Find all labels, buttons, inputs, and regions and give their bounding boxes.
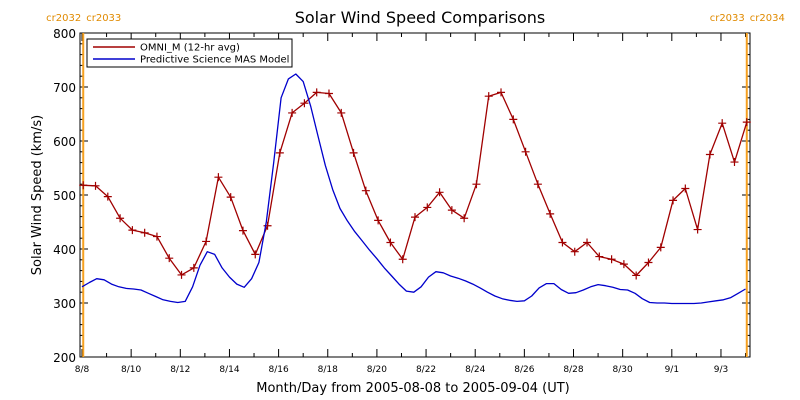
data-point-marker: [644, 258, 653, 267]
rotation-label-before: cr2033: [710, 13, 745, 24]
data-point-marker: [116, 214, 125, 223]
data-point-marker: [238, 226, 247, 235]
data-point-marker: [361, 186, 370, 195]
data-point-marker: [435, 188, 444, 197]
y-tick-label: 300: [53, 297, 76, 311]
data-point-marker: [509, 115, 518, 124]
data-point-marker: [669, 196, 678, 205]
legend-label-omni: OMNI_M (12-hr avg): [140, 43, 240, 54]
data-point-marker: [275, 148, 284, 157]
data-point-marker: [165, 254, 174, 263]
data-point-marker: [288, 108, 297, 117]
data-point-marker: [533, 180, 542, 189]
data-point-marker: [374, 216, 383, 225]
data-point-marker: [128, 226, 137, 235]
data-point-marker: [251, 250, 260, 259]
data-point-marker: [202, 237, 211, 246]
y-tick-label: 800: [53, 27, 76, 41]
x-tick-label: 8/12: [170, 365, 190, 375]
data-point-marker: [386, 238, 395, 247]
x-axis: 8/8 8/10 8/12 8/14 8/16 8/18 8/20 8/22 8/24 8/26 8…: [75, 33, 747, 375]
data-point-marker: [140, 228, 149, 237]
x-tick-label: 8/28: [563, 365, 583, 375]
data-point-marker: [619, 260, 628, 269]
data-point-marker: [312, 88, 321, 97]
carrington-rotation-markers: cr2032 cr2033 cr2033 cr2034: [46, 13, 785, 357]
y-axis-title: Solar Wind Speed (km/s): [30, 115, 45, 275]
data-point-marker: [472, 180, 481, 189]
x-tick-label: 8/30: [613, 365, 633, 375]
rotation-label-before: cr2032: [46, 13, 81, 24]
data-point-marker: [91, 181, 100, 190]
data-point-marker: [497, 88, 506, 97]
x-tick-label: 8/18: [318, 365, 338, 375]
data-point-marker: [300, 99, 309, 108]
plot-frame: [79, 32, 751, 358]
data-point-marker: [423, 203, 432, 212]
series-line-1: [81, 73, 746, 305]
data-point-marker: [583, 238, 592, 247]
data-point-marker: [484, 92, 493, 101]
legend: OMNI_M (12-hr avg) Predictive Science MA…: [86, 38, 293, 68]
data-point-marker: [595, 252, 604, 261]
data-point-marker: [337, 108, 346, 117]
data-point-marker: [460, 214, 469, 223]
x-axis-title: Month/Day from 2005-08-08 to 2005-09-04 …: [256, 381, 569, 396]
data-point-marker: [189, 263, 198, 272]
data-point-marker: [398, 255, 407, 264]
data-point-marker: [705, 150, 714, 159]
rotation-label-after: cr2033: [86, 13, 121, 24]
data-point-marker: [324, 89, 333, 98]
x-tick-label: 8/24: [465, 365, 485, 375]
y-tick-label: 500: [53, 189, 76, 203]
data-point-marker: [607, 255, 616, 264]
data-point-marker: [656, 243, 665, 252]
data-point-marker: [742, 118, 751, 127]
chart-title: Solar Wind Speed Comparisons: [295, 8, 546, 27]
x-tick-label: 8/26: [514, 365, 534, 375]
series-layer: [79, 73, 751, 305]
data-point-marker: [103, 192, 112, 201]
data-point-marker: [632, 271, 641, 280]
data-point-marker: [546, 209, 555, 218]
data-point-marker: [177, 270, 186, 279]
y-tick-label: 700: [53, 81, 76, 95]
plot-area: 200 300 400 500 600 700 800 8/8 8/10 8/12 8/14 8/1…: [46, 13, 785, 375]
data-point-marker: [447, 206, 456, 215]
x-tick-label: 8/8: [75, 365, 90, 375]
legend-box: [86, 38, 293, 68]
data-point-marker: [214, 173, 223, 182]
series-line-0: [83, 91, 748, 277]
x-tick-label: 9/1: [665, 365, 679, 375]
data-point-marker: [718, 119, 727, 128]
x-tick-label: 8/10: [121, 365, 141, 375]
data-point-marker: [693, 225, 702, 234]
data-point-marker: [226, 193, 235, 202]
x-tick-label: 9/3: [714, 365, 728, 375]
data-point-marker: [521, 147, 530, 156]
y-axis: 200 300 400 500 600 700 800: [53, 27, 750, 365]
data-point-marker: [263, 221, 272, 230]
y-tick-label: 200: [53, 351, 76, 365]
x-tick-label: 8/16: [268, 365, 288, 375]
rotation-label-after: cr2034: [750, 13, 785, 24]
data-point-marker: [349, 148, 358, 157]
x-tick-label: 8/20: [367, 365, 387, 375]
x-tick-label: 8/22: [416, 365, 436, 375]
data-point-marker: [730, 158, 739, 167]
data-point-marker: [558, 238, 567, 247]
data-point-marker: [152, 232, 161, 241]
data-point-marker: [570, 247, 579, 256]
y-tick-label: 600: [53, 135, 76, 149]
data-point-marker: [681, 184, 690, 193]
data-point-marker: [79, 181, 88, 190]
y-tick-label: 400: [53, 243, 76, 257]
legend-label-mas-model: Predictive Science MAS Model: [140, 55, 289, 66]
x-tick-label: 8/14: [219, 365, 239, 375]
data-point-marker: [411, 213, 419, 222]
